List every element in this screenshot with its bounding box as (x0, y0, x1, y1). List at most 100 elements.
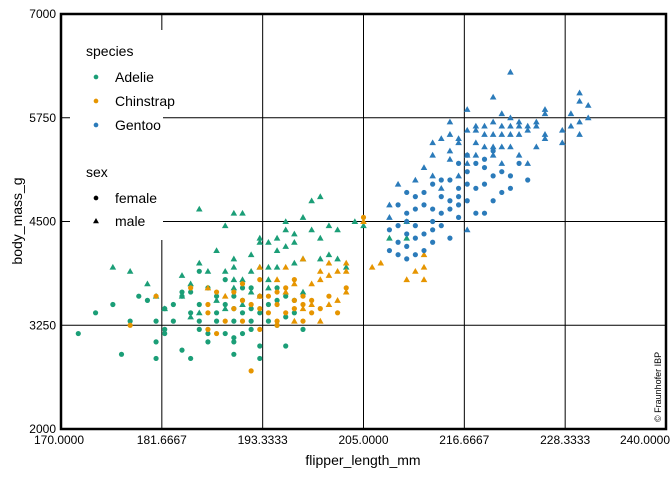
data-point-gentoo-male (576, 97, 583, 104)
data-point-adelie-female (213, 310, 220, 316)
data-point-adelie-female (257, 310, 263, 316)
data-point-gentoo-male (472, 122, 480, 129)
data-point-gentoo-male (584, 102, 592, 108)
data-point-adelie-male (299, 288, 307, 295)
data-point-gentoo-female (412, 252, 418, 258)
legend-marker-male (93, 218, 99, 224)
data-point-chinstrap-male (412, 268, 419, 274)
data-point-adelie-male (187, 280, 194, 287)
data-point-gentoo-female (430, 227, 436, 233)
data-point-gentoo-female (473, 160, 479, 166)
data-point-adelie-female (170, 301, 176, 308)
data-point-adelie-female (291, 310, 297, 316)
data-point-adelie-female (274, 285, 280, 291)
data-point-chinstrap-male (420, 251, 428, 258)
data-point-gentoo-male (507, 131, 514, 137)
data-point-gentoo-female (412, 206, 418, 212)
data-point-gentoo-male (515, 118, 523, 125)
data-point-adelie-male (109, 263, 117, 270)
data-points (75, 68, 592, 374)
data-point-chinstrap-female (205, 310, 211, 316)
data-point-adelie-female (162, 326, 168, 332)
data-point-adelie-male (265, 238, 272, 245)
data-point-adelie-female (196, 326, 202, 332)
data-point-gentoo-male (394, 180, 402, 187)
data-point-gentoo-male (455, 135, 462, 141)
data-point-chinstrap-female (309, 310, 315, 316)
data-point-gentoo-male (472, 151, 480, 158)
data-point-chinstrap-male (342, 288, 350, 295)
data-point-adelie-male (273, 247, 281, 254)
data-point-adelie-male (213, 297, 220, 303)
data-point-adelie-male (316, 255, 324, 262)
data-point-gentoo-male (455, 139, 462, 146)
data-point-gentoo-male (507, 143, 514, 150)
data-point-gentoo-male (541, 135, 549, 141)
data-point-chinstrap-male (420, 263, 428, 270)
data-point-gentoo-male (463, 226, 471, 233)
data-point-adelie-male (316, 234, 324, 241)
data-point-chinstrap-male (299, 305, 307, 312)
data-point-gentoo-male (567, 110, 575, 117)
data-point-adelie-female (300, 326, 306, 332)
data-point-gentoo-male (558, 126, 566, 133)
data-point-chinstrap-male (360, 218, 367, 224)
data-point-adelie-male (342, 263, 350, 270)
data-point-chinstrap-male (204, 284, 212, 291)
data-point-adelie-female (257, 355, 263, 362)
data-point-adelie-male (265, 263, 272, 270)
data-point-adelie-male (334, 226, 341, 233)
data-point-adelie-female (144, 297, 151, 303)
data-point-gentoo-male (576, 89, 583, 96)
legend-label-gentoo: Gentoo (115, 117, 161, 133)
data-point-adelie-male (291, 230, 298, 237)
data-point-adelie-male (273, 234, 281, 241)
data-point-gentoo-male (498, 131, 506, 137)
data-point-chinstrap-female (239, 297, 246, 303)
data-point-adelie-female (248, 285, 254, 291)
data-point-gentoo-female (464, 181, 470, 187)
data-point-adelie-male (178, 292, 186, 299)
data-point-adelie-male (308, 197, 315, 204)
data-point-adelie-male (230, 263, 238, 270)
data-point-gentoo-female (395, 202, 401, 208)
legend-species-title: species (86, 43, 133, 59)
legend-marker-chinstrap (93, 98, 99, 104)
data-point-chinstrap-male (342, 268, 350, 274)
x-tick-label: 193.3333 (238, 433, 288, 447)
data-point-chinstrap-male (221, 292, 229, 299)
data-point-adelie-female (118, 351, 125, 357)
data-point-adelie-male (221, 222, 229, 229)
data-point-gentoo-male (524, 126, 532, 133)
data-point-adelie-male (126, 268, 134, 274)
data-point-gentoo-male (437, 185, 445, 191)
data-point-chinstrap-female (291, 297, 297, 303)
data-point-chinstrap-male (256, 263, 264, 270)
data-point-gentoo-female (430, 181, 436, 187)
data-point-adelie-male (334, 255, 341, 262)
data-point-gentoo-male (541, 110, 549, 117)
x-axis-title: flipper_length_mm (305, 452, 420, 468)
data-point-adelie-male (325, 251, 333, 258)
data-point-adelie-female (239, 330, 246, 337)
data-point-chinstrap-male (299, 255, 307, 262)
data-point-adelie-male (161, 305, 169, 312)
data-point-gentoo-male (437, 135, 445, 141)
credit-text: © Fraunhofer IBP (653, 352, 663, 422)
data-point-adelie-male (230, 276, 238, 283)
data-point-gentoo-male (558, 139, 566, 146)
data-point-chinstrap-female (326, 293, 332, 299)
legend-background (70, 30, 163, 240)
data-point-gentoo-female (404, 189, 410, 196)
x-tick-label: 205.0000 (338, 433, 388, 447)
data-point-gentoo-male (498, 122, 506, 129)
data-point-chinstrap-male (325, 301, 333, 307)
legend-marker-adelie (93, 74, 99, 80)
plot-frame (59, 12, 668, 431)
data-point-chinstrap-female (317, 306, 323, 312)
data-point-chinstrap-female (231, 289, 237, 295)
data-point-adelie-female (188, 355, 194, 362)
data-point-gentoo-male (533, 122, 540, 129)
data-point-adelie-female (283, 343, 289, 349)
x-tick-label: 170.0000 (34, 433, 84, 447)
